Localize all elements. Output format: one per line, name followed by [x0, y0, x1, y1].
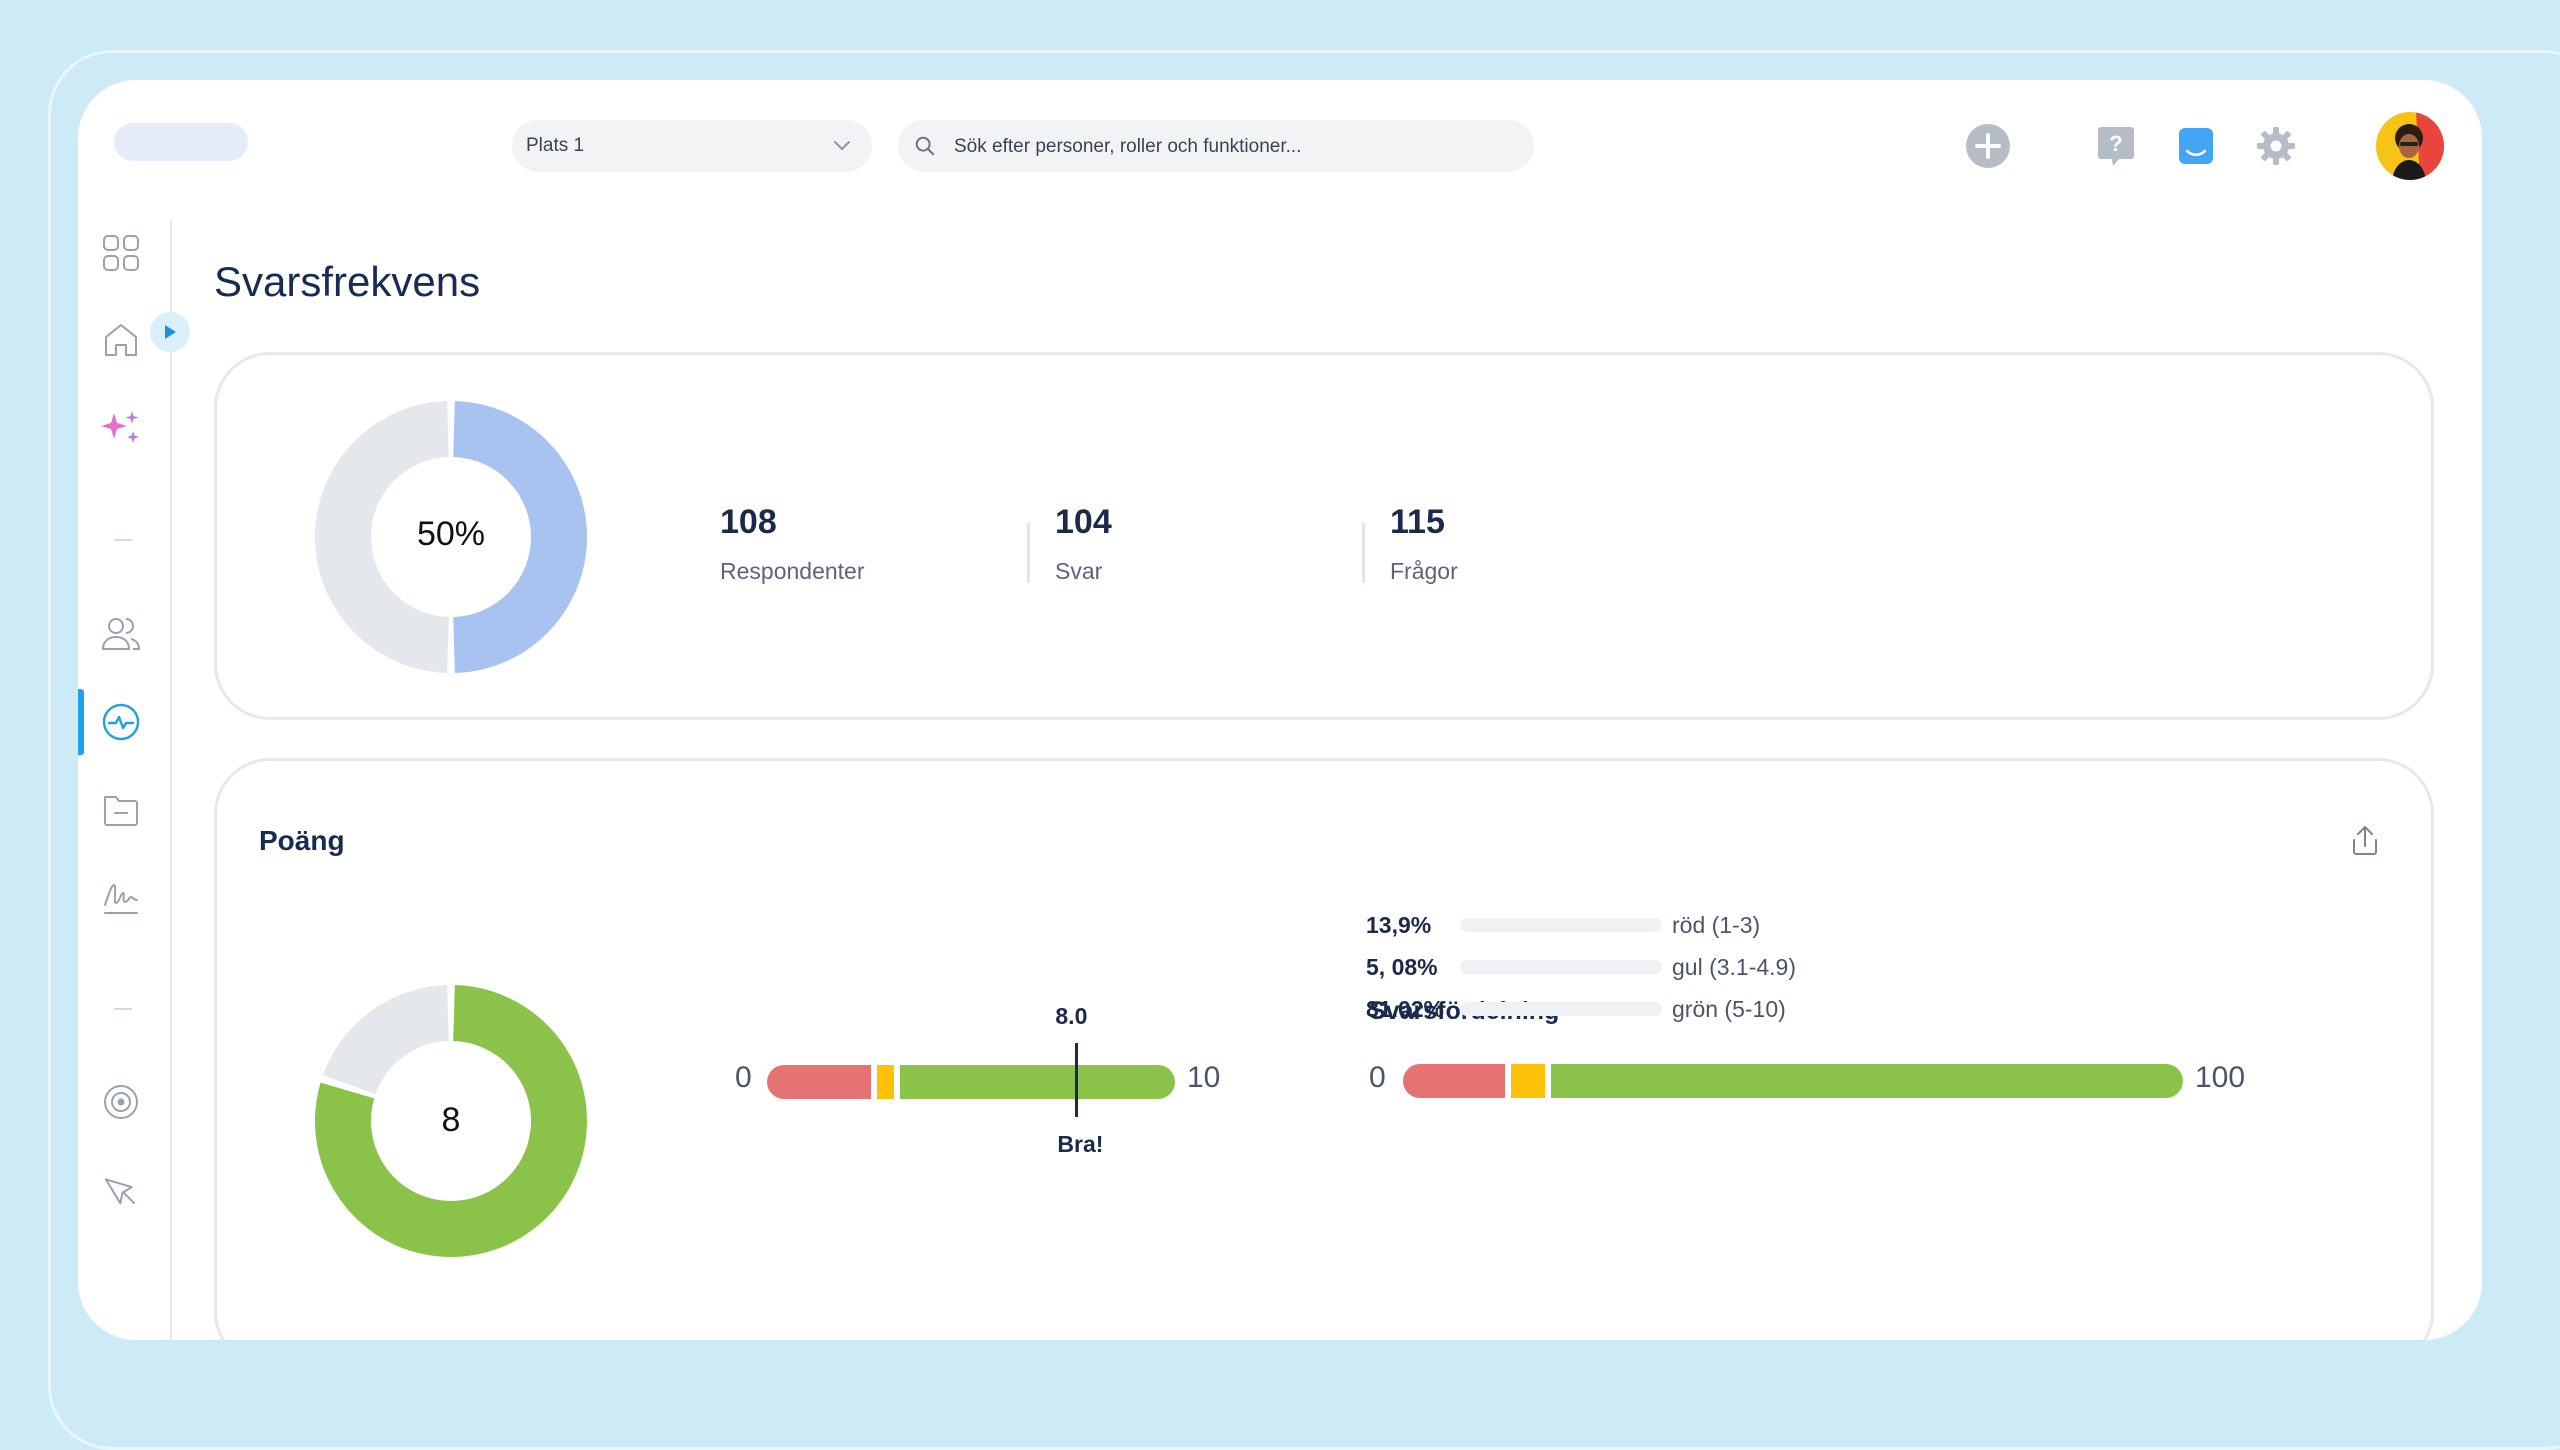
- stat-respondents: 108 Respondenter: [720, 503, 865, 585]
- cursor-icon: [104, 1178, 135, 1205]
- bar-segment-green: [899, 1065, 1175, 1099]
- response-rate-donut: [315, 401, 587, 673]
- chat-button[interactable]: [2172, 122, 2220, 170]
- target-icon: [104, 1085, 138, 1119]
- nav-pointer[interactable]: [98, 1167, 144, 1213]
- score-rest-arc: [322, 985, 450, 1096]
- score-marker-value: 8.0: [1055, 1003, 1088, 1029]
- score-title: Poäng: [259, 825, 345, 856]
- distribution-pct: 13,9%: [1366, 911, 1432, 938]
- distribution-track: [1460, 918, 1662, 932]
- response-rate-value-arc: [452, 401, 587, 673]
- sidebar-expand-button[interactable]: [150, 312, 190, 352]
- distribution-scale-min: 0: [1369, 1061, 1386, 1094]
- signature-icon: [104, 883, 138, 914]
- distribution-row-red: 13,9% röd (1-3): [1366, 910, 1760, 940]
- bar-segment-red: [1403, 1064, 1506, 1098]
- help-icon: ?: [2098, 127, 2134, 166]
- stat-label: Svar: [1055, 558, 1103, 584]
- stat-answers: 104 Svar: [1055, 503, 1112, 585]
- score-value-arc: [315, 985, 587, 1257]
- bar-segment-yellow: [877, 1065, 894, 1099]
- distribution-row-green: 81.02% grön (5-10): [1366, 994, 1786, 1024]
- location-select[interactable]: Plats 1: [512, 120, 872, 172]
- score-scale-max: 10: [1187, 1061, 1221, 1094]
- score-scale-bar: [767, 1065, 1175, 1099]
- nav-dashboard[interactable]: [98, 230, 144, 276]
- page-title: Svarsfrekvens: [214, 258, 481, 305]
- search-input[interactable]: [952, 120, 1516, 174]
- help-button[interactable]: ?: [2092, 122, 2140, 170]
- sidebar-separator: [114, 539, 132, 541]
- activity-icon: [102, 703, 140, 741]
- distribution-row-yellow: 5, 08% gul (3.1-4.9): [1366, 952, 1796, 982]
- sparkle-icon: [101, 411, 139, 443]
- distribution-track: [1460, 1002, 1662, 1016]
- play-icon: [165, 325, 176, 339]
- distribution-label: grön (5-10): [1672, 995, 1786, 1022]
- distribution-label: röd (1-3): [1672, 911, 1761, 938]
- nav-activity[interactable]: [98, 699, 144, 745]
- chat-icon: [2179, 128, 2213, 164]
- nav-files[interactable]: [98, 786, 144, 832]
- distribution-pct: 5, 08%: [1366, 953, 1438, 980]
- logo-placeholder: [114, 123, 248, 161]
- stat-value: 104: [1055, 503, 1112, 541]
- add-button[interactable]: [1964, 122, 2012, 170]
- stat-separator: [1362, 523, 1365, 583]
- response-rate-value: 50%: [416, 515, 486, 553]
- bar-segment-yellow: [1511, 1064, 1546, 1098]
- chevron-down-icon: [834, 141, 850, 151]
- people-icon: [101, 618, 141, 650]
- active-indicator: [78, 689, 84, 755]
- response-rate-rest-arc: [315, 401, 450, 673]
- bar-segment-red: [767, 1065, 872, 1099]
- score-marker-line: [1075, 1043, 1079, 1117]
- score-card: Poäng 8 0 10 8.0 Bra! Svarsfördelning 0 …: [214, 758, 2434, 1340]
- score-scale-min: 0: [735, 1061, 752, 1094]
- nav-ai[interactable]: [98, 405, 144, 451]
- stat-label: Frågor: [1390, 558, 1458, 584]
- search-bar[interactable]: [898, 120, 1534, 174]
- distribution-track: [1460, 960, 1662, 974]
- share-icon: [2353, 826, 2377, 855]
- stat-separator: [1027, 523, 1030, 583]
- home-icon: [105, 324, 137, 356]
- score-marker-text: Bra!: [1057, 1131, 1104, 1157]
- location-select-value: Plats 1: [526, 135, 585, 156]
- search-icon: [915, 136, 935, 156]
- nav-people[interactable]: [98, 610, 144, 656]
- stat-questions: 115 Frågor: [1390, 503, 1458, 585]
- score-donut: [315, 985, 587, 1257]
- stat-value: 115: [1390, 503, 1445, 541]
- gear-icon: [2257, 127, 2295, 165]
- sidebar-divider: [170, 220, 172, 1340]
- distribution-label: gul (3.1-4.9): [1672, 953, 1797, 980]
- sidebar-separator: [114, 1008, 132, 1010]
- score-value: 8: [441, 1101, 461, 1139]
- distribution-pct: 81.02%: [1366, 995, 1445, 1022]
- avatar[interactable]: [2376, 112, 2444, 180]
- stat-value: 108: [720, 503, 777, 541]
- app-window: Plats 1 ?: [78, 80, 2482, 1340]
- grid-icon: [103, 235, 139, 271]
- distribution-bar: [1403, 1064, 2183, 1098]
- avatar-icon: [2376, 112, 2444, 180]
- nav-goals[interactable]: [98, 1079, 144, 1125]
- settings-button[interactable]: [2252, 122, 2300, 170]
- distribution-scale-max: 100: [2195, 1061, 2246, 1094]
- nav-home[interactable]: [98, 317, 144, 363]
- export-button[interactable]: [2345, 821, 2385, 861]
- plus-circle-icon: [1966, 124, 2010, 168]
- svg-text:?: ?: [2109, 131, 2122, 156]
- response-rate-card: 50% 108 Respondenter 104 Svar 115 Frågor: [214, 352, 2434, 720]
- stat-label: Respondenter: [720, 558, 865, 584]
- nav-signature[interactable]: [98, 874, 144, 920]
- bar-segment-green: [1551, 1064, 2183, 1098]
- folder-icon: [104, 796, 138, 826]
